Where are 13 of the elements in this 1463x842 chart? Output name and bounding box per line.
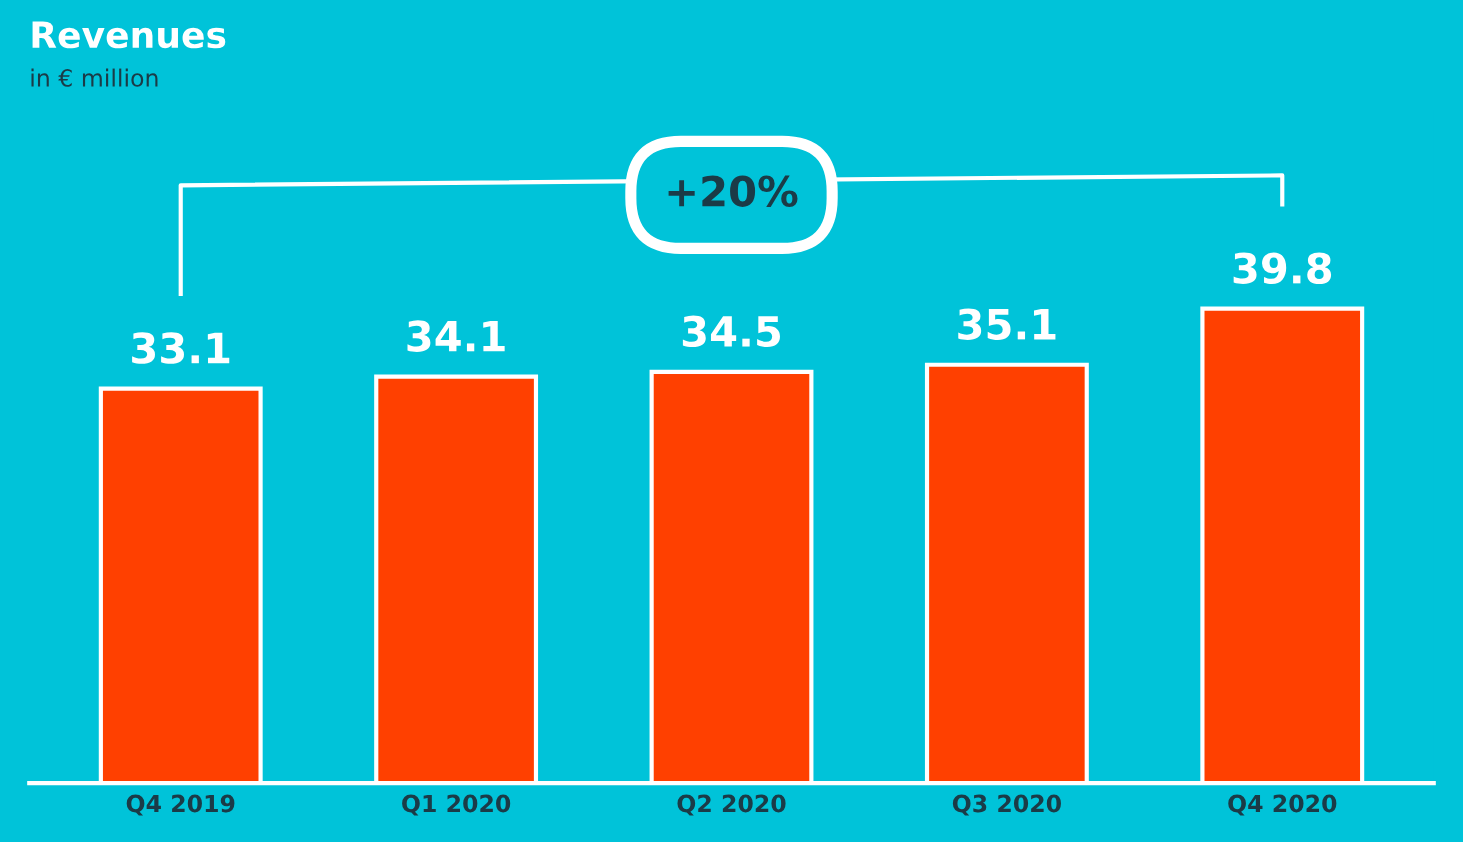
data-label: 34.1 xyxy=(407,320,505,352)
x-tick-label: Q4 2020 xyxy=(1228,794,1337,816)
x-tick-label: Q3 2020 xyxy=(952,794,1061,816)
data-label: 34.5 xyxy=(682,315,780,348)
chart-subtitle: in € million xyxy=(31,68,158,87)
data-label: 39.8 xyxy=(1233,252,1332,284)
x-tick-label: Q2 2020 xyxy=(677,794,786,816)
text: +20% xyxy=(668,175,798,207)
data-label: 35.1 xyxy=(958,308,1056,340)
data-label: 33.1 xyxy=(132,332,230,364)
chart-title: Revenues xyxy=(32,21,226,49)
x-tick-label: Q4 2019 xyxy=(126,794,235,816)
x-tick-label: Q1 2020 xyxy=(402,794,511,816)
